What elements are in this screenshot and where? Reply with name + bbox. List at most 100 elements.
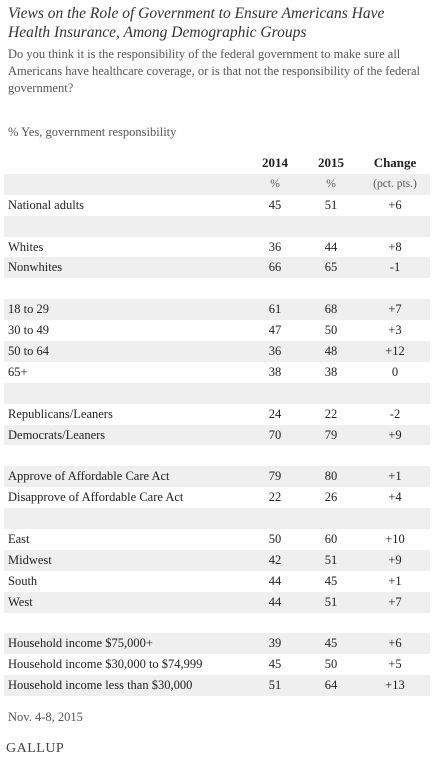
table-row: Republicans/Leaners 24 22 -2 (4, 404, 430, 425)
row-label: 65+ (8, 364, 28, 379)
row-label: Whites (8, 239, 44, 254)
table-row: 65+ 38 38 0 (4, 362, 430, 383)
value-change: +10 (385, 532, 405, 547)
value-change: +8 (388, 239, 402, 254)
column-subheader: % (326, 177, 336, 190)
table-row: Household income $75,000+ 39 45 +6 (4, 633, 430, 655)
column-subheader: % (270, 177, 280, 190)
value-change: -2 (389, 406, 401, 421)
row-label: Household income $30,000 to $74,999 (8, 657, 203, 672)
table-row: Household income less than $30,000 51 64 +1… (4, 675, 430, 697)
value-2014: 39 (268, 636, 282, 651)
value-2015: 80 (324, 469, 338, 484)
table-row (4, 215, 430, 237)
row-label: Midwest (8, 552, 52, 567)
question: Do you think it is the responsibility of… (8, 47, 420, 95)
value-2014: 45 (268, 197, 282, 212)
value-change: +6 (388, 197, 402, 212)
value-2014: 22 (268, 490, 282, 505)
table-row: Approve of Affordable Care Act 79 80 +1 (4, 466, 430, 488)
column-subheader: (pct. pts.) (373, 177, 417, 190)
table-row: Disapprove of Affordable Care Act 22 26 +4 (4, 487, 430, 508)
value-2015: 79 (324, 427, 338, 442)
value-change: +9 (388, 427, 402, 442)
table: 2014 2015 Change%% (pct. pts.) National adul… (4, 153, 430, 697)
value-change: +13 (385, 678, 405, 693)
value-2015: 22 (324, 406, 338, 421)
value-2014: 36 (268, 344, 282, 359)
table-row: 18 to 29 61 68 +7 (4, 299, 430, 321)
title: Views on the Role of Government to Ensur… (8, 5, 385, 41)
table-row: %% (pct. pts.) (4, 173, 430, 195)
value-2015: 68 (324, 302, 338, 317)
row-label: Democrats/Leaners (8, 427, 106, 442)
value-change: +9 (388, 552, 402, 567)
value-2014: 47 (268, 323, 282, 338)
value-2015: 45 (324, 573, 338, 588)
unit-note: % Yes, government responsibility (8, 125, 177, 139)
value-2014: 79 (268, 469, 282, 484)
table-row (4, 508, 430, 530)
table-row: Whites 36 44 +8 (4, 237, 430, 258)
table-row: East 50 60 +10 (4, 529, 430, 550)
value-change: -1 (389, 260, 401, 275)
table-row: South 44 45 +1 (4, 571, 430, 592)
value-change: +7 (388, 594, 402, 609)
value-2014: 61 (268, 302, 282, 317)
table-row: National adults 45 51 +6 (4, 195, 430, 216)
column-header: Change (373, 155, 417, 170)
value-2014: 42 (268, 552, 282, 567)
table-row: 50 to 64 36 48 +12 (4, 341, 430, 362)
value-2015: 26 (324, 490, 338, 505)
date-note: Nov. 4-8, 2015 (8, 710, 83, 724)
value-2015: 50 (324, 657, 338, 672)
table-row (4, 382, 430, 404)
value-change: +12 (385, 344, 405, 359)
row-label: East (8, 532, 30, 547)
row-label: 18 to 29 (8, 302, 49, 317)
value-2014: 66 (268, 260, 282, 275)
value-2015: 44 (324, 239, 338, 254)
value-2014: 51 (268, 678, 282, 693)
row-label: Disapprove of Affordable Care Act (8, 490, 184, 505)
row-label: National adults (8, 197, 85, 212)
value-2014: 70 (268, 427, 282, 442)
row-label: West (8, 594, 33, 609)
column-header: 2014 (262, 155, 288, 170)
table-row: Midwest 42 51 +9 (4, 549, 430, 571)
value-change: +6 (388, 636, 402, 651)
value-change: +5 (388, 657, 402, 672)
row-label: South (8, 573, 38, 588)
row-label: Nonwhites (8, 260, 63, 275)
value-2014: 45 (268, 657, 282, 672)
value-2015: 51 (324, 552, 338, 567)
value-2014: 38 (268, 364, 282, 379)
value-2015: 65 (324, 260, 338, 275)
value-2015: 51 (324, 197, 338, 212)
value-2015: 48 (324, 344, 338, 359)
value-change: +7 (388, 302, 402, 317)
value-2014: 24 (268, 406, 282, 421)
table-row: Household income $30,000 to $74,999 45 50 +… (4, 654, 430, 675)
value-2015: 60 (324, 532, 338, 547)
value-change: +1 (388, 469, 402, 484)
row-label: Approve of Affordable Care Act (8, 469, 170, 484)
value-change: 0 (391, 364, 399, 379)
value-2014: 44 (268, 594, 282, 609)
table-row: West 44 51 +7 (4, 591, 430, 613)
value-2014: 44 (268, 573, 282, 588)
row-label: 30 to 49 (8, 323, 49, 338)
row-label: 50 to 64 (8, 344, 49, 359)
table-row: 30 to 49 47 50 +3 (4, 320, 430, 341)
table-row: 2014 2015 Change (4, 153, 430, 174)
value-change: +4 (388, 490, 402, 505)
table-row (4, 613, 430, 634)
table-row (4, 445, 430, 466)
value-2015: 50 (324, 323, 338, 338)
value-2015: 64 (324, 678, 338, 693)
value-2014: 50 (268, 532, 282, 547)
row-label: Household income $75,000+ (8, 636, 153, 651)
value-change: +1 (388, 573, 402, 588)
table-row: Democrats/Leaners 70 79 +9 (4, 424, 430, 446)
